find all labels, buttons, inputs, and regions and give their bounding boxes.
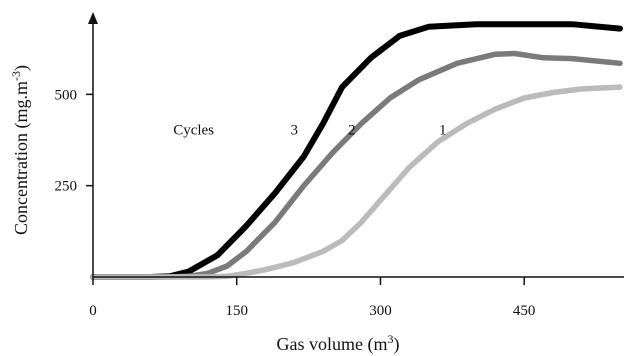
y-tick-label-500: 500 xyxy=(55,87,78,103)
labels: Gas volume (m3) Concentration (mg.m-3) Cyc… xyxy=(9,65,446,355)
y-tick-label-250: 250 xyxy=(55,179,78,195)
cycles-label: Cycles xyxy=(173,123,214,139)
series-line-cycle-3 xyxy=(90,21,623,280)
x-tick-label-150: 150 xyxy=(225,303,248,319)
x-tick-label-300: 300 xyxy=(369,303,392,319)
series-line-cycle-2 xyxy=(90,50,623,280)
cycle-label-1: 1 xyxy=(439,123,447,139)
y-axis-arrow xyxy=(88,12,98,24)
ticks: 0 150 300 450 250 500 xyxy=(55,87,536,319)
series-line-cycle-1 xyxy=(90,84,623,280)
x-axis-title: Gas volume (m3) xyxy=(277,332,400,355)
x-tick-label-0: 0 xyxy=(89,303,97,319)
axes xyxy=(88,12,624,278)
y-axis-title: Concentration (mg.m-3) xyxy=(9,65,32,235)
series-lines xyxy=(90,21,623,280)
cycle-label-2: 2 xyxy=(348,123,356,139)
cycle-label-3: 3 xyxy=(290,123,298,139)
x-tick-label-450: 450 xyxy=(513,303,536,319)
